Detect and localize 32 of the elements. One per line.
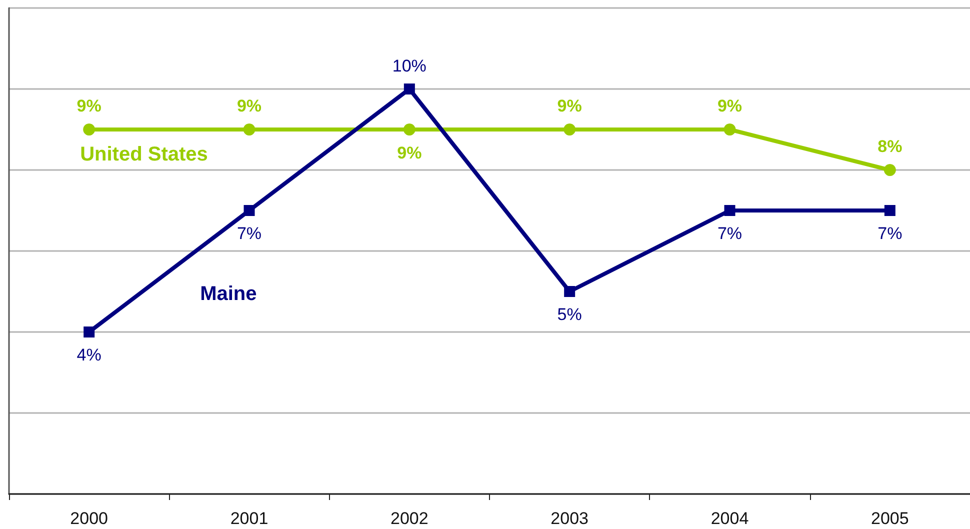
point xyxy=(884,205,896,216)
point xyxy=(884,164,896,176)
data-label: 9% xyxy=(397,144,422,162)
series-label: United States xyxy=(80,144,208,166)
x-tick-label: 2000 xyxy=(70,509,108,528)
point xyxy=(564,124,576,136)
data-label: 9% xyxy=(76,96,102,116)
point xyxy=(564,286,576,297)
point xyxy=(403,124,416,136)
x-tick-label: 2004 xyxy=(710,509,749,528)
point xyxy=(724,124,736,136)
point xyxy=(244,205,255,216)
point xyxy=(84,326,95,338)
point xyxy=(404,84,415,94)
x-tick-label: 2005 xyxy=(871,509,909,528)
data-label: 7% xyxy=(236,224,262,243)
data-label: 4% xyxy=(76,346,102,364)
data-label: 9% xyxy=(557,96,582,116)
series-label: Maine xyxy=(200,283,257,305)
x-tick-label: 2001 xyxy=(230,509,268,528)
data-label: 7% xyxy=(717,224,742,243)
data-label: 10% xyxy=(392,56,426,76)
x-tick-label: 2002 xyxy=(390,509,428,528)
data-label: 9% xyxy=(236,96,262,116)
x-tick-label: 2003 xyxy=(550,509,588,528)
data-label: 8% xyxy=(878,137,902,156)
point xyxy=(243,124,256,136)
point xyxy=(83,124,96,136)
data-label: 7% xyxy=(878,224,902,243)
data-label: 9% xyxy=(717,96,742,116)
data-label: 5% xyxy=(557,305,582,324)
point xyxy=(724,205,736,216)
